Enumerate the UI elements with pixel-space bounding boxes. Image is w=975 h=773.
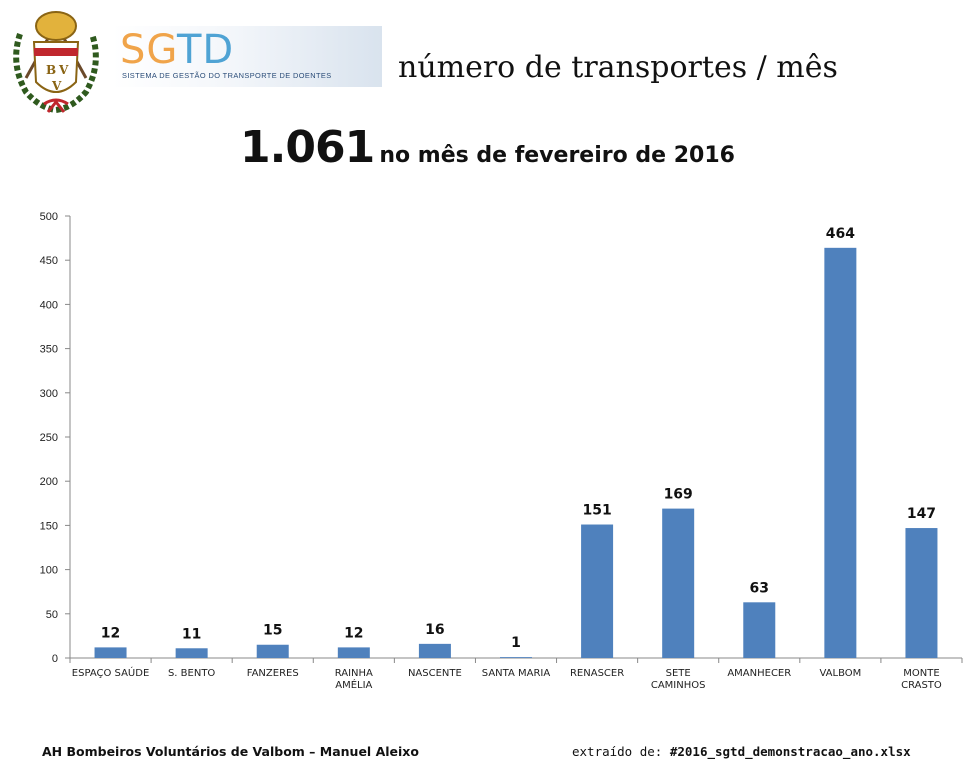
x-tick-label-line: CAMINHOS [651, 680, 706, 691]
headline-period: no mês de fevereiro de 2016 [379, 143, 735, 168]
bar-data-label: 169 [664, 487, 693, 503]
x-tick-label-line: CRASTO [901, 680, 942, 691]
bar [500, 657, 532, 658]
y-tick-label: 400 [40, 299, 58, 311]
x-tick-label-line: MONTE [903, 668, 939, 679]
x-tick-label-line: RENASCER [570, 668, 624, 679]
x-tick-label-line: S. BENTO [168, 668, 215, 679]
sgtd-logo-td: TD [176, 27, 235, 73]
x-tick-label-line: RAINHA [335, 668, 373, 679]
bar [256, 644, 289, 658]
x-tick-label: VALBOM [819, 668, 861, 679]
sgtd-logo: SGTD SISTEMA DE GESTÃO DO TRANSPORTE DE … [112, 26, 382, 87]
y-tick-label: 150 [40, 520, 58, 532]
x-tick-label: FANZERES [247, 668, 299, 679]
headline-total: 1.061 [240, 122, 375, 173]
x-tick-label-line: ESPAÇO SAÚDE [72, 666, 149, 679]
crest-logo: B V V [13, 11, 99, 114]
bar [743, 602, 776, 658]
y-tick-label: 0 [52, 653, 58, 665]
x-tick-label-line: SETE [666, 668, 691, 679]
y-tick-label: 500 [40, 211, 58, 223]
crest-letter-v2: V [51, 79, 62, 93]
bar-data-label: 12 [101, 625, 120, 641]
bar-data-label: 464 [826, 226, 855, 242]
page-title: número de transportes / mês [398, 50, 838, 85]
bar [905, 528, 938, 658]
x-tick-label-line: NASCENTE [408, 668, 462, 679]
footer-source-label: extraído de: [572, 744, 663, 759]
x-tick-label: MONTE CRASTO [901, 668, 942, 691]
bar-data-label: 63 [750, 580, 769, 596]
y-tick-label: 200 [40, 476, 58, 488]
x-tick-label: RAINHA AMÉLIA [335, 668, 373, 691]
x-tick-label-line: AMANHECER [727, 668, 791, 679]
bar-data-label: 1 [511, 635, 521, 651]
x-tick-label-line: VALBOM [819, 668, 861, 679]
x-tick-label: S. BENTO [168, 668, 215, 679]
y-tick-label: 100 [40, 565, 58, 577]
bar-data-label: 11 [182, 626, 201, 642]
headline: 1.061 no mês de fevereiro de 2016 [0, 122, 975, 173]
footer-source: extraído de: #2016_sgtd_demonstracao_ano… [572, 744, 911, 759]
crest-letter-v1: V [58, 63, 69, 77]
bar [662, 508, 695, 658]
x-tick-label: AMANHECER [727, 668, 791, 679]
x-tick-label-line: FANZERES [247, 668, 299, 679]
bar-data-label: 15 [263, 623, 282, 639]
sgtd-logo-sg: SG [120, 27, 177, 73]
x-tick-label-line: AMÉLIA [335, 678, 372, 691]
bar [337, 647, 370, 658]
x-tick-label-line: SANTA MARIA [482, 668, 551, 679]
bar-data-label: 16 [425, 622, 444, 638]
bar-data-label: 151 [582, 503, 611, 519]
footer-author: AH Bombeiros Voluntários de Valbom – Man… [42, 744, 419, 759]
bar [824, 247, 857, 658]
x-tick-label: ESPAÇO SAÚDE [72, 666, 149, 679]
y-tick-label: 250 [40, 432, 58, 444]
bar-data-label: 147 [907, 506, 936, 522]
bar [581, 524, 614, 658]
bar [418, 643, 451, 658]
bar [175, 648, 208, 658]
x-tick-label: NASCENTE [408, 668, 462, 679]
y-tick-label: 450 [40, 255, 58, 267]
bar [94, 647, 127, 658]
y-tick-label: 50 [46, 609, 58, 621]
sgtd-logo-word: SGTD [120, 26, 234, 74]
bar-data-label: 12 [344, 625, 363, 641]
crest-letter-b: B [46, 63, 56, 77]
bar-chart: 0 50 100 150 200 250 300 350 400 450 500 12 ESPAÇO S… [40, 211, 963, 691]
sgtd-logo-subtitle: SISTEMA DE GESTÃO DO TRANSPORTE DE DOENT… [122, 71, 332, 80]
footer-source-file: #2016_sgtd_demonstracao_ano.xlsx [669, 744, 911, 759]
y-tick-label: 350 [40, 344, 58, 356]
x-tick-label: SETE CAMINHOS [651, 668, 706, 691]
x-tick-label: SANTA MARIA [482, 668, 551, 679]
y-tick-label: 300 [40, 388, 58, 400]
x-tick-label: RENASCER [570, 668, 624, 679]
